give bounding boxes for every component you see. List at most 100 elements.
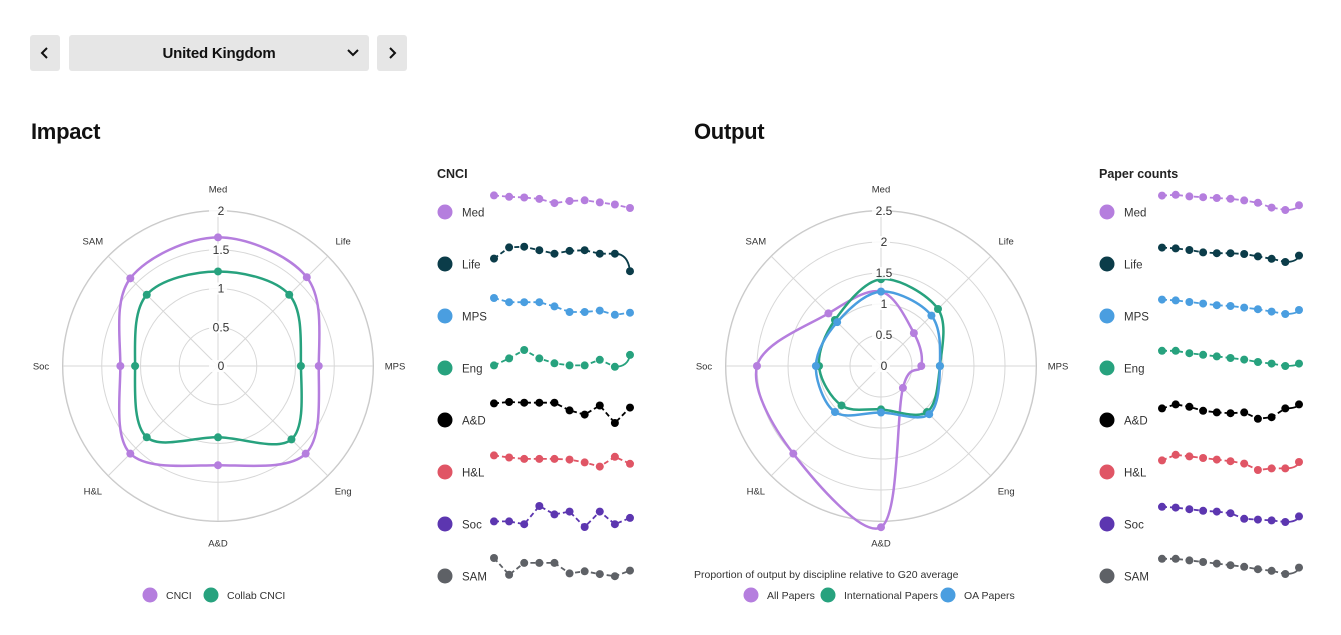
output-radar-point-all-papers-soc <box>753 362 761 370</box>
next-country-button[interactable] <box>377 35 407 71</box>
paper-spark-point-aandd-7 <box>1253 414 1262 423</box>
cnci-spark-legend-dot-eng <box>437 360 453 376</box>
output-radar-point-all-papers-eng <box>898 383 907 392</box>
output-radar-tick-bg <box>872 329 890 341</box>
cnci-spark-legend-label-handl: H&L <box>462 468 485 480</box>
country-select[interactable]: United Kingdom <box>69 35 369 71</box>
paper-spark-point-life-3 <box>1199 248 1208 257</box>
cnci-spark-point-mps-7 <box>595 306 604 315</box>
paper-spark-point-aandd-3 <box>1199 406 1208 415</box>
impact-title: Impact <box>31 119 101 144</box>
impact-radar-point-collab-cnci-soc <box>131 362 140 370</box>
impact-radar-spoke-sam <box>108 256 219 367</box>
cnci-spark-line-mps <box>493 297 631 316</box>
cnci-spark-point-life-5 <box>565 246 574 255</box>
paper-spark-point-eng-4 <box>1212 352 1221 361</box>
paper-spark-point-soc-5 <box>1226 509 1235 518</box>
cnci-spark-legend-dot-sam <box>437 568 453 584</box>
impact-radar-tick-label: 1 <box>218 282 225 296</box>
paper-spark-point-handl-2 <box>1185 452 1194 461</box>
output-radar-axis-label-soc: Soc <box>696 362 713 373</box>
paper-spark-point-aandd-8 <box>1267 413 1276 422</box>
paper-spark-point-sam-5 <box>1226 561 1235 570</box>
paper-spark-point-soc-10 <box>1295 512 1303 521</box>
paper-spark-point-eng-6 <box>1240 355 1249 364</box>
cnci-spark-point-life-9 <box>626 267 634 276</box>
cnci-spark-legend-dot-soc <box>437 516 453 532</box>
cnci-spark-point-aandd-9 <box>626 403 634 412</box>
output-legend-label-oa-papers: OA Papers <box>964 590 1015 602</box>
cnci-spark-point-soc-2 <box>520 520 529 529</box>
impact-radar-tick-label: 0.5 <box>213 320 230 334</box>
paper-spark-point-med-3 <box>1199 193 1208 202</box>
cnci-spark-point-mps-8 <box>610 310 619 319</box>
cnci-spark-point-eng-2 <box>520 346 529 354</box>
cnci-spark-line-handl <box>493 454 631 468</box>
paper-spark-line-aandd <box>1161 403 1286 420</box>
paper-spark-point-soc-0 <box>1158 502 1166 511</box>
cnci-spark-point-soc-8 <box>610 520 619 529</box>
cnci-spark-point-aandd-7 <box>595 401 604 410</box>
output-radar-axis-label-aandd: A&D <box>871 539 891 550</box>
output-legend-dot-international-papers <box>820 587 836 603</box>
paper-spark-legend-dot-med <box>1099 204 1115 220</box>
paper-spark-point-eng-3 <box>1199 350 1208 359</box>
paper-spark-legend-label-handl: H&L <box>1124 468 1147 480</box>
cnci-spark-point-soc-0 <box>490 517 498 526</box>
output-radar-point-oa-papers-aandd <box>877 408 885 417</box>
cnci-spark-point-mps-1 <box>505 298 514 307</box>
cnci-spark-point-soc-5 <box>565 507 574 516</box>
impact-legend-label-cnci: CNCI <box>166 590 192 602</box>
cnci-spark-point-life-3 <box>535 246 544 255</box>
cnci-spark-point-sam-8 <box>610 572 619 581</box>
cnci-spark-point-med-5 <box>565 197 574 205</box>
cnci-spark-line-med <box>493 194 631 209</box>
paper-spark-legend-label-med: Med <box>1124 208 1146 220</box>
paper-spark-line-med <box>1161 193 1286 211</box>
cnci-spark-point-handl-3 <box>535 454 544 463</box>
output-radar-point-oa-papers-soc <box>811 362 820 370</box>
output-legend-label-international-papers: International Papers <box>844 590 938 602</box>
impact-radar-point-cnci-soc <box>116 362 125 370</box>
output-legend-dot-all-papers <box>743 587 759 603</box>
cnci-spark-point-mps-5 <box>565 308 574 316</box>
paper-spark-point-soc-3 <box>1199 506 1208 515</box>
paper-spark-point-life-9 <box>1281 258 1290 266</box>
paper-spark-legend-dot-eng <box>1099 360 1115 376</box>
impact-radar-spoke-handl <box>108 365 219 476</box>
paper-spark-line-life <box>1161 246 1286 263</box>
paper-spark-point-soc-4 <box>1212 507 1221 516</box>
prev-country-button[interactable] <box>30 35 60 71</box>
paper-spark-point-life-8 <box>1267 254 1276 263</box>
paper-spark-point-sam-10 <box>1295 563 1303 572</box>
impact-radar-axis-label-eng: Eng <box>335 487 352 498</box>
impact-legend-dot-cnci <box>142 587 158 603</box>
chevron-down-icon <box>347 49 359 57</box>
cnci-spark-point-soc-3 <box>535 502 544 510</box>
paper-spark-line-eng <box>1162 349 1286 367</box>
cnci-spark-point-handl-7 <box>595 462 604 471</box>
cnci-spark-point-soc-1 <box>505 517 514 526</box>
cnci-spark-point-sam-6 <box>580 567 589 576</box>
impact-radar-point-collab-cnci-aandd <box>214 433 222 442</box>
paper-spark-legend-label-aandd: A&D <box>1124 416 1148 428</box>
cnci-spark-line-soc <box>494 504 631 529</box>
cnci-spark-legend-dot-handl <box>437 464 453 480</box>
paper-spark-point-med-2 <box>1185 192 1194 201</box>
output-radar-point-oa-papers-handl <box>830 408 839 417</box>
paper-spark-point-mps-6 <box>1240 303 1249 312</box>
paper-spark-legend-label-eng: Eng <box>1124 364 1144 376</box>
paper-spark-point-aandd-1 <box>1171 400 1180 409</box>
output-radar-tick-bg <box>872 267 890 279</box>
paper-spark-point-aandd-10 <box>1295 400 1303 409</box>
output-radar-tick-bg <box>872 360 890 372</box>
output-radar-tick-label: 0.5 <box>876 328 893 342</box>
impact-radar-axis-label-handl: H&L <box>84 487 102 498</box>
impact-radar-tick-bg <box>209 205 227 217</box>
impact-radar-point-collab-cnci-life <box>285 290 294 299</box>
paper-spark-point-med-7 <box>1253 198 1262 207</box>
cnci-spark-point-life-2 <box>520 242 529 251</box>
paper-spark-point-mps-4 <box>1212 301 1221 310</box>
chevron-right-icon <box>389 47 397 59</box>
